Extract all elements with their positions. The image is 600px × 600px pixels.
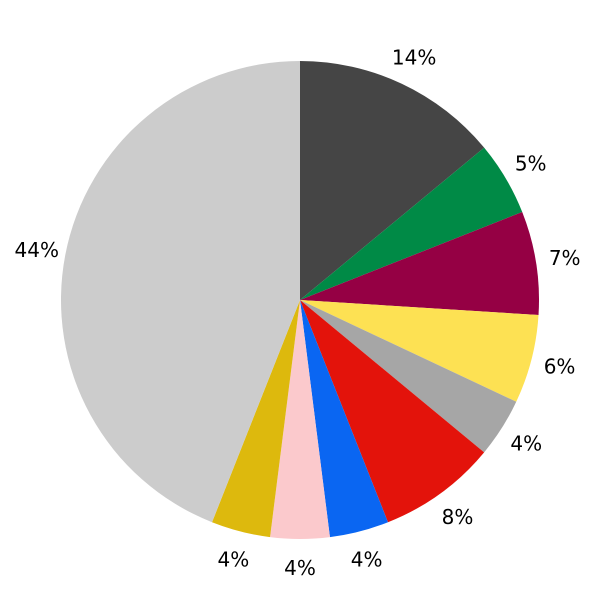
slice-label-5: 8% <box>442 505 474 529</box>
pie-slice-9 <box>60 61 300 523</box>
pie-slice-3 <box>300 300 539 402</box>
pie-slice-4 <box>300 300 517 453</box>
slice-label-2: 7% <box>549 246 581 270</box>
slice-label-6: 4% <box>351 548 383 572</box>
slice-label-9: 44% <box>15 238 59 262</box>
slice-label-1: 5% <box>515 152 547 176</box>
slice-label-3: 6% <box>544 355 576 379</box>
pie-slice-0 <box>300 61 485 300</box>
pie-slice-8 <box>212 300 300 538</box>
slice-label-7: 4% <box>284 556 316 580</box>
pie-slice-6 <box>300 300 388 538</box>
pie-slice-1 <box>300 147 523 300</box>
slice-label-4: 4% <box>510 432 542 456</box>
pie-slice-7 <box>270 300 330 540</box>
slice-label-8: 4% <box>217 548 249 572</box>
slice-label-0: 14% <box>392 46 436 70</box>
pie-slice-2 <box>300 212 540 316</box>
pie-slice-5 <box>300 300 485 523</box>
